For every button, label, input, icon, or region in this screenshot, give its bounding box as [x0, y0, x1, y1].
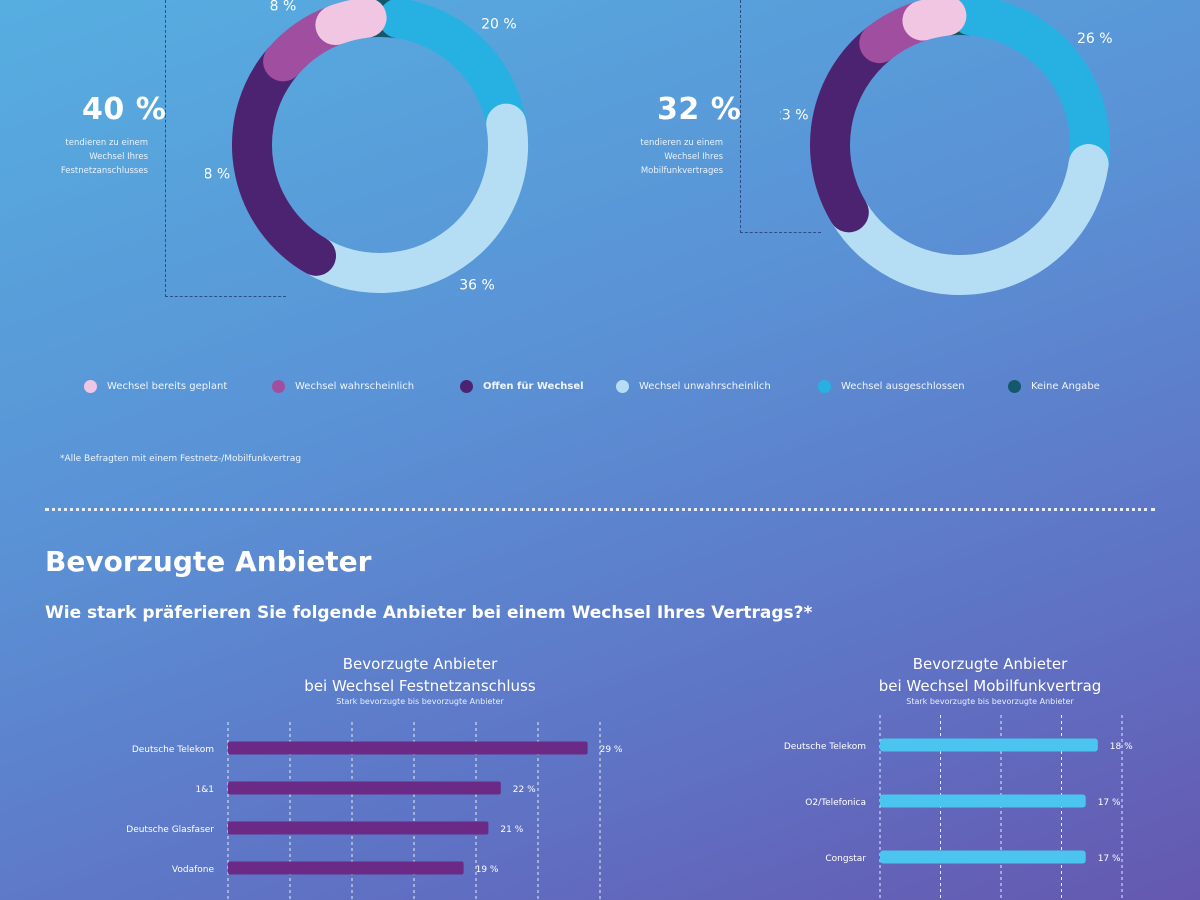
- value-label: 19 %: [476, 865, 499, 875]
- bar: [228, 821, 489, 835]
- chart-title: Bevorzugte Anbieter: [342, 655, 498, 673]
- chart-title: bei Wechsel Festnetzanschluss: [304, 677, 536, 695]
- bar: [228, 861, 464, 875]
- stat-mobilfunk-desc: tendieren zu einem Wechsel Ihres Mobilfu…: [623, 136, 723, 178]
- bar: [880, 850, 1086, 864]
- donut-segment-offen: [810, 23, 900, 233]
- donut-chart-mobilfunk: 26 %39 %23 %6 %: [780, 0, 1113, 295]
- desc-line: Mobilfunkvertrages: [640, 166, 723, 176]
- legend-item-wahrscheinlich: Wechsel wahrscheinlich: [272, 380, 414, 393]
- category-label: O2/Telefonica: [805, 798, 866, 808]
- donut-value-label: 28 %: [205, 166, 230, 182]
- donut-chart-festnetz: 20 % 36 % 28 % 8 %: [205, 0, 528, 294]
- category-label: Deutsche Telekom: [132, 745, 214, 755]
- chart-title: Bevorzugte Anbieter: [912, 655, 1068, 673]
- bar: [228, 741, 588, 755]
- section-divider: [45, 508, 1155, 511]
- legend-label: Offen für Wechsel: [483, 381, 584, 392]
- legend-item-geplant: Wechsel bereits geplant: [84, 380, 227, 393]
- donut-segment-unwahrscheinlich: [296, 103, 528, 293]
- chart-subtitle: Stark bevorzugte bis bevorzugte Anbieter: [336, 697, 504, 706]
- legend-label: Wechsel bereits geplant: [107, 381, 228, 392]
- stat-mobilfunk: 32 %: [657, 92, 742, 127]
- legend-item-offen: Offen für Wechsel: [460, 380, 584, 393]
- category-label: Deutsche Glasfaser: [126, 825, 214, 835]
- donut-segment-unwahrscheinlich: [828, 143, 1109, 295]
- question: Wie stark präferieren Sie folgende Anbie…: [45, 603, 813, 623]
- value-label: 22 %: [513, 785, 536, 795]
- donut-value-label: 26 %: [1077, 31, 1113, 47]
- legend: Wechsel bereits geplant Wechsel wahrsche…: [84, 380, 1184, 400]
- bar-chart-festnetz: Deutsche Telekom 29 % 1&1 22 % Deutsche Glas…: [126, 722, 623, 900]
- donut-festnetz-guide: [165, 0, 286, 297]
- desc-line: Festnetzanschlusses: [60, 166, 148, 176]
- donut-segment-geplant: [315, 0, 387, 46]
- legend-item-unwahrscheinlich: Wechsel unwahrscheinlich: [616, 380, 771, 393]
- chart-title: bei Wechsel Mobilfunkvertrag: [878, 677, 1102, 695]
- legend-item-ausgeschlossen: Wechsel ausgeschlossen: [818, 380, 965, 393]
- footnote: *Alle Befragten mit einem Festnetz-/Mobi…: [60, 454, 302, 464]
- legend-dot: [1008, 380, 1021, 393]
- bar: [228, 781, 501, 795]
- bar-chart-mobilfunk: Deutsche Telekom 18 % O2/Telefonica 17 % Con…: [784, 715, 1133, 900]
- donut-segment-ausgeschlossen: [950, 0, 1110, 184]
- legend-label: Wechsel wahrscheinlich: [295, 381, 415, 392]
- legend-dot: [272, 380, 285, 393]
- bar-chart-mobilfunk-header: Bevorzugte Anbieter bei Wechsel Mobilfun…: [790, 653, 1190, 706]
- stat-festnetz: 40 %: [82, 92, 167, 127]
- category-label: Deutsche Telekom: [784, 742, 866, 752]
- legend-dot: [616, 380, 629, 393]
- donut-value-label: 8 %: [270, 0, 297, 14]
- donut-segment-geplant: [902, 0, 967, 41]
- donut-mobilfunk-guide: [740, 0, 821, 233]
- donut-value-label: 36 %: [459, 278, 495, 294]
- category-label: 1&1: [196, 785, 214, 795]
- desc-line: tendieren zu einem: [640, 138, 723, 148]
- bar: [880, 794, 1086, 808]
- value-label: 18 %: [1110, 742, 1133, 752]
- desc-line: Wechsel Ihres: [664, 152, 723, 162]
- desc-line: Wechsel Ihres: [89, 152, 148, 162]
- legend-label: Keine Angabe: [1031, 381, 1100, 392]
- legend-item-keine: Keine Angabe: [1008, 380, 1100, 393]
- legend-dot: [84, 380, 97, 393]
- bar: [880, 738, 1098, 752]
- donut-segment-offen: [232, 41, 336, 276]
- bar-chart-festnetz-header: Bevorzugte Anbieter bei Wechsel Festnetz…: [220, 653, 620, 706]
- value-label: 17 %: [1098, 854, 1121, 864]
- chart-subtitle: Stark bevorzugte bis bevorzugte Anbieter: [906, 697, 1074, 706]
- category-label: Vodafone: [172, 865, 215, 875]
- value-label: 17 %: [1098, 798, 1121, 808]
- legend-dot: [460, 380, 473, 393]
- donut-value-label: 6 %: [867, 0, 894, 2]
- category-label: Congstar: [825, 854, 866, 864]
- donut-segment-ausgeschlossen: [378, 0, 527, 144]
- legend-dot: [818, 380, 831, 393]
- section-title: Bevorzugte Anbieter: [45, 545, 372, 578]
- legend-label: Wechsel unwahrscheinlich: [639, 381, 771, 392]
- stat-festnetz-desc: tendieren zu einem Wechsel Ihres Festnet…: [48, 136, 148, 178]
- legend-label: Wechsel ausgeschlossen: [841, 381, 965, 392]
- value-label: 29 %: [600, 745, 623, 755]
- donut-value-label: 20 %: [481, 17, 517, 33]
- donut-value-label: 23 %: [780, 108, 809, 124]
- value-label: 21 %: [500, 825, 523, 835]
- desc-line: tendieren zu einem: [65, 138, 148, 148]
